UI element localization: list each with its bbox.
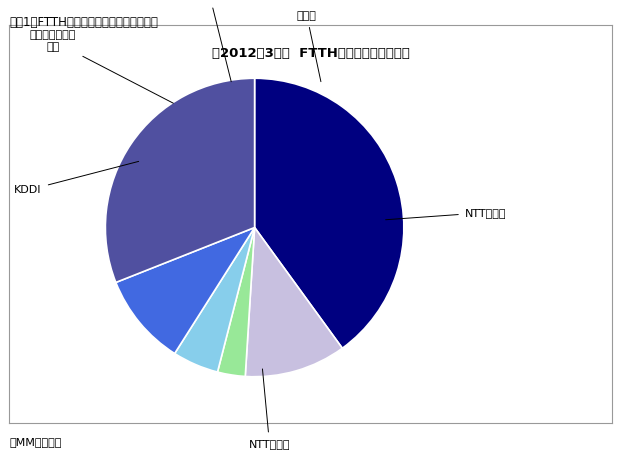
- Text: ケイ・オプティ
コム: ケイ・オプティ コム: [30, 30, 173, 103]
- Text: NTT東日本: NTT東日本: [386, 207, 507, 220]
- Text: その他: その他: [297, 10, 321, 81]
- Text: ＊MM総研調べ: ＊MM総研調べ: [9, 437, 61, 447]
- Wedge shape: [245, 228, 342, 377]
- Text: 図表1．FTTH回線事業者の契約数シェア＊: 図表1．FTTH回線事業者の契約数シェア＊: [9, 16, 158, 29]
- Text: UCOM: UCOM: [193, 0, 231, 82]
- Text: NTT西日本: NTT西日本: [249, 369, 290, 449]
- Wedge shape: [175, 228, 255, 372]
- Wedge shape: [116, 228, 255, 354]
- Wedge shape: [217, 228, 255, 376]
- Text: KDDI: KDDI: [14, 162, 138, 195]
- Wedge shape: [255, 78, 404, 348]
- Text: 【2012年3月末  FTTH回線契約数シェア】: 【2012年3月末 FTTH回線契約数シェア】: [212, 47, 409, 60]
- Wedge shape: [106, 78, 255, 283]
